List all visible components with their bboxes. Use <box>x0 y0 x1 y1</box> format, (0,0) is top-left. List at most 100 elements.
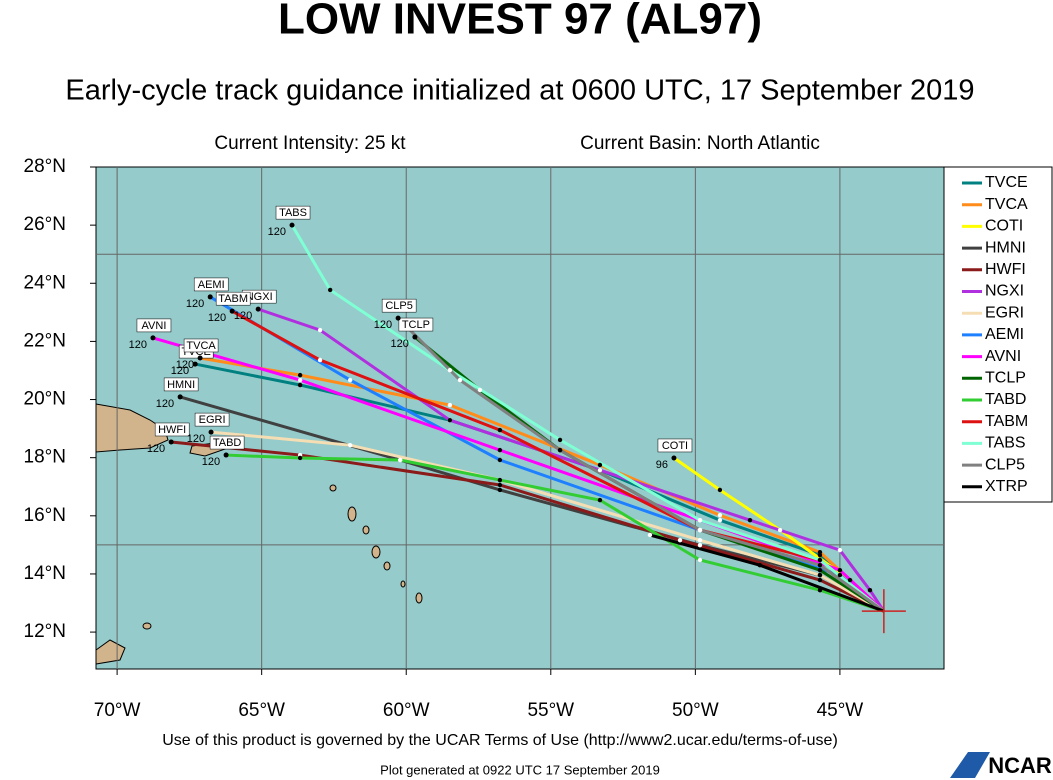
track-point <box>777 527 783 533</box>
track-label-box <box>154 422 190 437</box>
track-label-box <box>209 435 245 450</box>
legend-label: NGXI <box>985 283 1024 300</box>
track-label-box <box>183 338 219 353</box>
x-tick-label: 50°W <box>672 700 719 721</box>
y-tick-label: 22°N <box>24 330 66 351</box>
track-line <box>152 336 885 613</box>
track-point <box>717 513 723 518</box>
track-end <box>395 315 401 321</box>
x-tick-label: 65°W <box>238 700 285 721</box>
track-point <box>457 377 463 383</box>
track-end <box>229 308 235 314</box>
terms: Use of this product is governed by the U… <box>162 732 838 749</box>
track-point <box>837 547 843 553</box>
track-point <box>297 455 303 461</box>
track-point <box>717 517 723 523</box>
track-end-hour: 120 <box>208 312 226 324</box>
track-point <box>747 517 753 523</box>
track-point <box>847 577 853 583</box>
logo-icon <box>950 752 990 778</box>
legend-label: EGRI <box>985 304 1024 321</box>
track-point <box>837 572 843 578</box>
track-label: CLP5 <box>385 300 413 312</box>
track-label: AEMI <box>198 279 225 291</box>
track-end-hour: 120 <box>147 443 165 455</box>
generated: Plot generated at 0922 UTC 17 September … <box>380 762 660 777</box>
track-label: HMNI <box>167 379 195 391</box>
track-point <box>697 542 703 548</box>
track-label-box <box>136 318 172 333</box>
track-point <box>837 567 843 573</box>
legend-label: HWFI <box>985 261 1026 278</box>
track-point <box>497 427 503 433</box>
track-end-hour: 120 <box>171 365 189 377</box>
track-point <box>497 457 503 463</box>
track-end-hour: 120 <box>176 359 194 371</box>
track-point <box>677 538 683 543</box>
track-point <box>697 538 703 543</box>
track-point <box>327 287 333 293</box>
track-label: NGXI <box>246 291 273 303</box>
track-end <box>671 455 677 461</box>
legend-label: TVCE <box>985 174 1028 191</box>
track-point <box>297 382 303 388</box>
legend-label: TABS <box>985 435 1026 452</box>
track-label: TVCA <box>186 340 216 352</box>
legend-label: AVNI <box>985 348 1021 365</box>
y-tick-label: 14°N <box>24 563 66 584</box>
track-label: EGRI <box>199 414 226 426</box>
subtitle: Early-cycle track guidance initialized a… <box>65 75 974 107</box>
legend-label: TCLP <box>985 370 1026 387</box>
track-end <box>208 429 214 435</box>
track-end-hour: 120 <box>391 338 409 350</box>
track-point <box>317 327 323 333</box>
title: LOW INVEST 97 (AL97) <box>278 0 762 44</box>
track-end <box>207 294 213 300</box>
track-label-box <box>657 438 693 453</box>
logo: NCAR <box>988 753 1052 778</box>
track-point <box>817 572 823 578</box>
track-label-box <box>194 412 230 427</box>
track-line <box>257 307 886 612</box>
track-label: COTI <box>662 440 688 452</box>
y-tick-label: 24°N <box>24 272 66 293</box>
track-point <box>497 477 503 483</box>
track-end-hour: 120 <box>234 310 252 322</box>
overlay: TVCE120TVCA120COTI96HMNI120HWFI120NGXI12… <box>96 167 944 669</box>
y-tick-label: 28°N <box>24 156 66 177</box>
track-point <box>597 462 603 468</box>
y-tick-label: 18°N <box>24 447 66 468</box>
track-point <box>867 588 873 593</box>
track-point <box>817 588 823 593</box>
track-label: TABM <box>218 293 248 305</box>
y-tick-label: 12°N <box>24 621 66 642</box>
track-point <box>497 447 503 453</box>
track-end-hour: 96 <box>656 459 668 471</box>
track-label: AVNI <box>142 320 167 332</box>
track-label-box <box>193 277 229 292</box>
legend-label: CLP5 <box>985 456 1025 473</box>
track-point <box>717 487 723 493</box>
legend-label: TVCA <box>985 196 1028 213</box>
track-label-box <box>163 377 199 392</box>
track-end <box>168 439 174 445</box>
track-end-hour: 120 <box>156 398 174 410</box>
track-point <box>757 563 763 568</box>
track-point <box>347 377 353 383</box>
track-point <box>557 447 563 453</box>
x-tick-label: 55°W <box>527 700 574 721</box>
track-point <box>447 417 453 423</box>
track-end <box>192 361 198 367</box>
track-end <box>412 334 418 340</box>
y-tick-label: 20°N <box>24 389 66 410</box>
track-end-hour: 120 <box>374 319 392 331</box>
legend-label: TABD <box>985 391 1026 408</box>
legend-label: HMNI <box>985 239 1026 256</box>
track-line <box>171 440 885 613</box>
legend-label: TABM <box>985 413 1028 430</box>
track-end <box>177 394 183 400</box>
track-point <box>697 517 703 523</box>
track-point <box>817 549 823 555</box>
